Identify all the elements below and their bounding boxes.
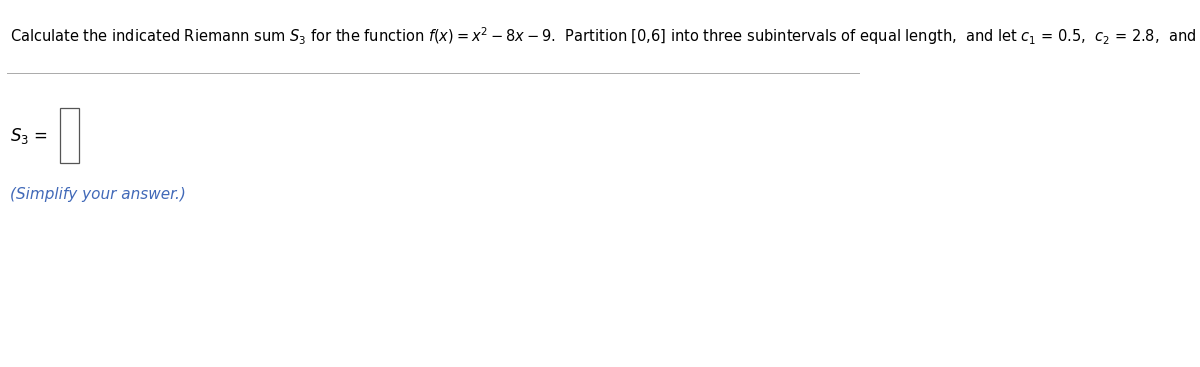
Text: (Simplify your answer.): (Simplify your answer.) bbox=[11, 187, 186, 202]
Text: $S_3$ =: $S_3$ = bbox=[11, 126, 48, 146]
FancyBboxPatch shape bbox=[60, 108, 79, 163]
Text: Calculate the indicated Riemann sum $S_3$ for the function $f(x) = x^2 - 8x - 9$: Calculate the indicated Riemann sum $S_3… bbox=[11, 26, 1200, 47]
